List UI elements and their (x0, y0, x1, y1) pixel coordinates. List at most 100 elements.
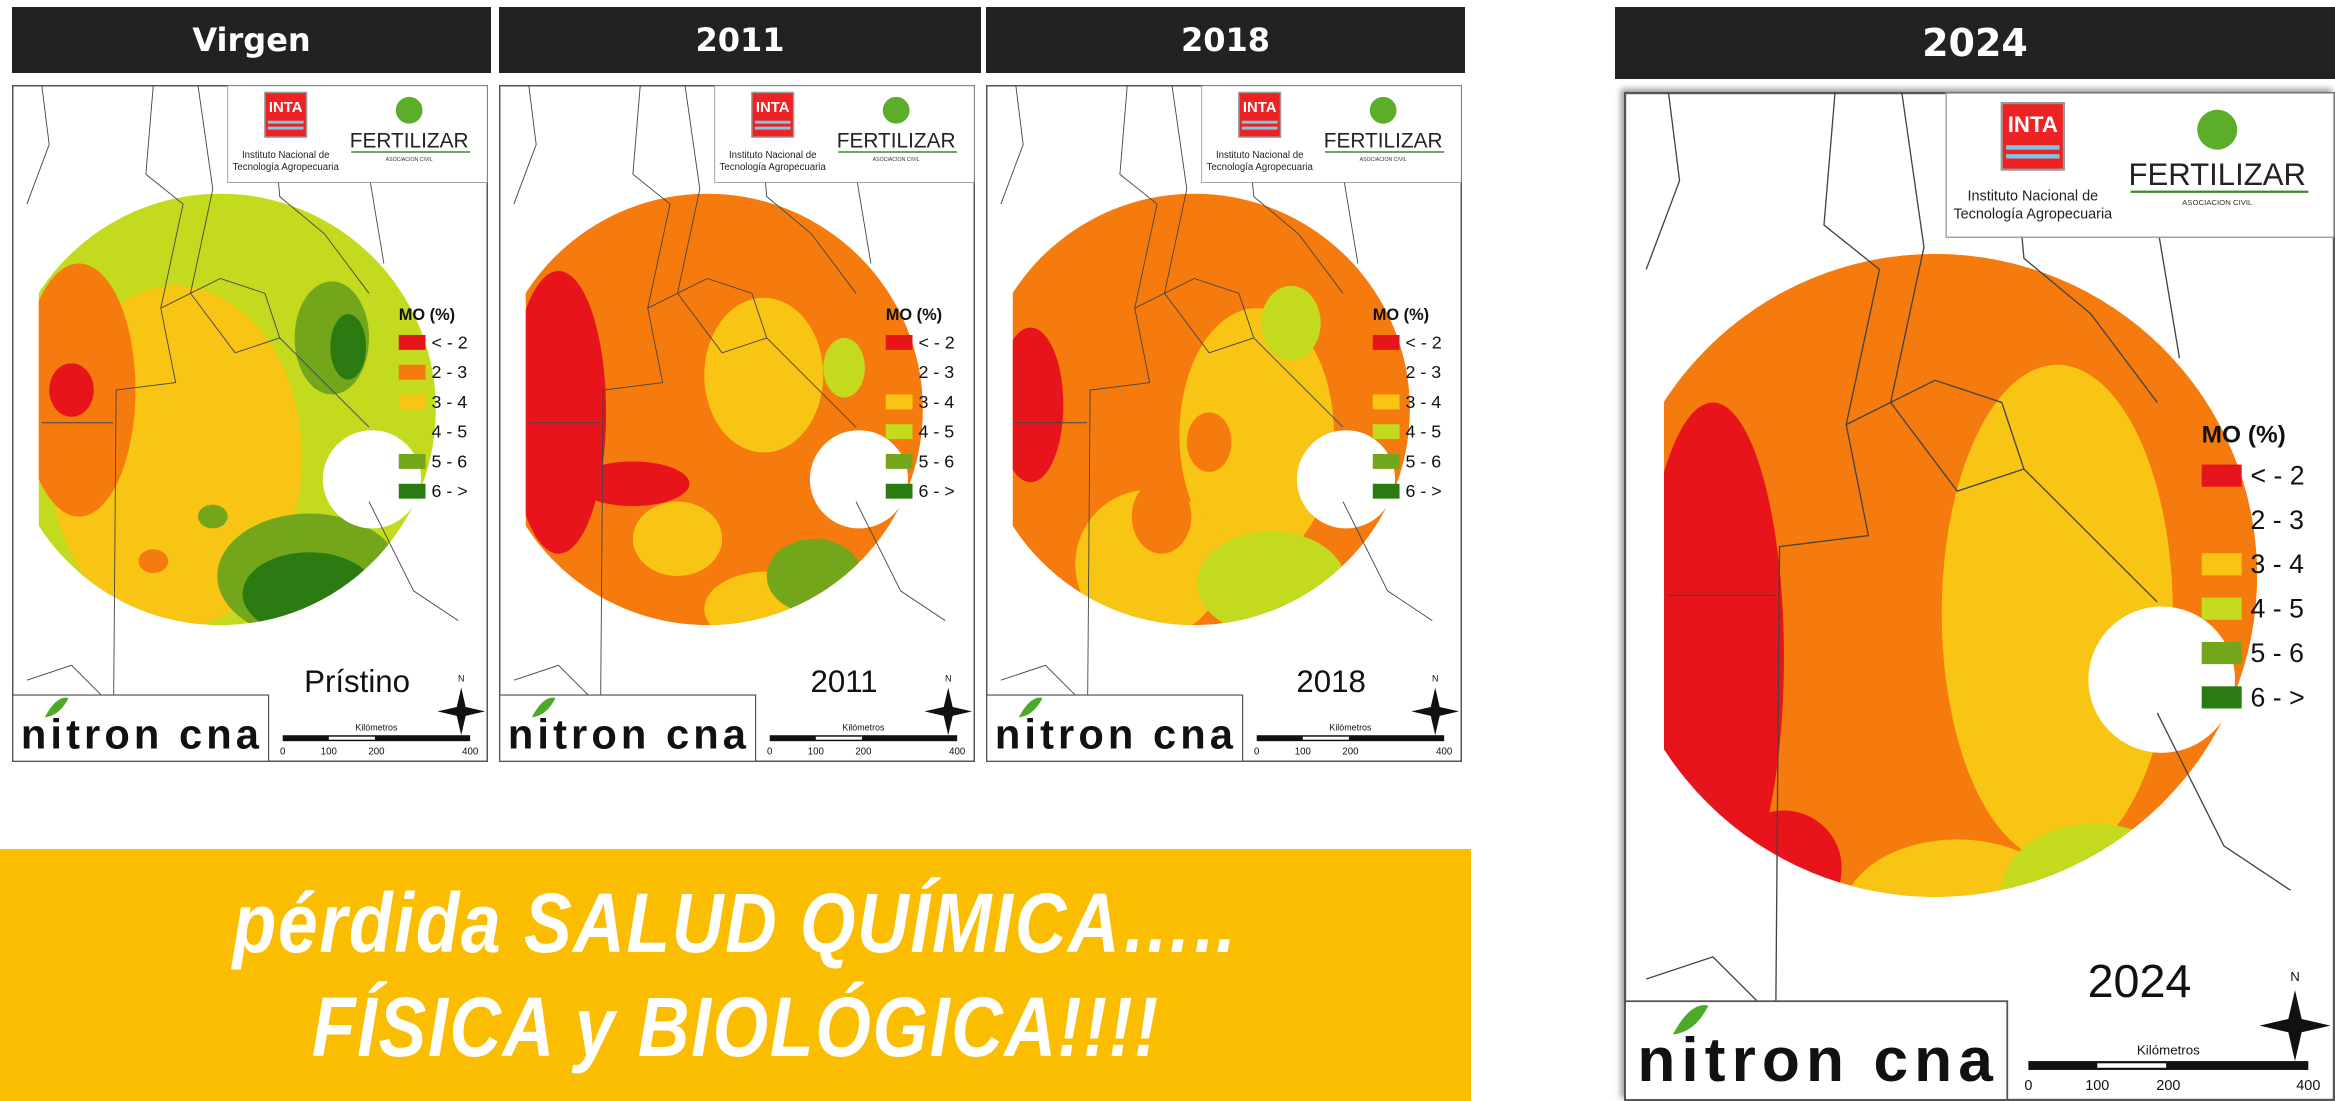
map-label: 2018 (1296, 664, 1365, 699)
map-panel: INTA Instituto Nacional de Tecnología Agro… (499, 85, 975, 762)
zone (632, 501, 723, 577)
inta-text: INTA (269, 100, 303, 116)
fertilizar-ball (882, 96, 910, 124)
bay (809, 430, 909, 529)
institute: Tecnología Agropecuaria (720, 162, 827, 173)
boundary (1845, 379, 2025, 470)
inta-text: INTA (2008, 112, 2058, 137)
panel-header: 2024 (1615, 7, 2335, 79)
boundary (1342, 501, 1433, 622)
legend-swatch (2201, 553, 2242, 576)
zone (1261, 285, 1321, 361)
legend-swatch (2201, 464, 2242, 487)
scale-tick: 0 (767, 747, 772, 758)
boundary (2156, 712, 2291, 891)
asociacion: ASOCIACION CIVIL (873, 157, 920, 163)
zone (1131, 479, 1192, 554)
scale-title: Kilómetros (355, 723, 398, 733)
brand: nitron cna (1637, 1026, 1993, 1095)
asociacion: ASOCIACION CIVIL (2182, 198, 2253, 207)
institute: Instituto Nacional de (1216, 150, 1303, 161)
legend-label: < - 2 (1405, 332, 1441, 352)
soil-zones (525, 193, 923, 626)
legend-label: 5 - 6 (431, 451, 467, 471)
zone (1012, 327, 1064, 483)
legend-label: 4 - 5 (2251, 594, 2304, 624)
asociacion: ASOCIACION CIVIL (1360, 157, 1407, 163)
inta-text: INTA (1243, 100, 1277, 116)
boundary (1164, 85, 1344, 428)
legend-label: 3 - 4 (1405, 392, 1441, 412)
legend-label: 4 - 5 (918, 422, 954, 442)
scale-tick: 100 (321, 747, 337, 758)
inta-text: INTA (756, 100, 790, 116)
asociacion: ASOCIACION CIVIL (386, 157, 433, 163)
legend-swatch (2201, 686, 2242, 709)
north-arrow (924, 687, 973, 736)
boundary (513, 85, 537, 205)
legend-title: MO (%) (886, 306, 942, 324)
zone (138, 549, 169, 574)
scale-tick: 200 (1342, 747, 1358, 758)
legend-swatch (398, 334, 426, 350)
legend-label: 5 - 6 (918, 451, 954, 471)
scale-tick: 200 (368, 747, 384, 758)
banner: pérdida SALUD QUÍMICA….. FÍSICA y BIOLÓG… (0, 849, 1471, 1101)
legend-swatch (2201, 597, 2242, 620)
boundary (190, 85, 370, 428)
bay (2088, 606, 2236, 753)
legend-title: MO (%) (2202, 421, 2286, 448)
map-label: Prístino (304, 664, 410, 699)
zone (525, 193, 923, 626)
banner-line: pérdida SALUD QUÍMICA….. (233, 876, 1238, 970)
legend-label: 3 - 4 (918, 392, 954, 412)
legend-label: 6 - > (431, 481, 467, 501)
zone (823, 337, 865, 398)
scale-seg (328, 736, 375, 740)
scale-tick: 0 (2024, 1078, 2032, 1094)
fertilizar-ball (395, 96, 423, 124)
fertilizar-ball (1369, 96, 1397, 124)
boundary (26, 85, 50, 205)
map-label: 2024 (2088, 955, 2192, 1007)
north-arrow (2259, 990, 2331, 1062)
fertilizar: FERTILIZAR (2129, 157, 2306, 192)
scale-seg (815, 736, 862, 740)
legend-swatch (1372, 394, 1400, 410)
scale-bar (1256, 735, 1445, 742)
soil-map (1012, 193, 1410, 626)
legend-label: < - 2 (918, 332, 954, 352)
legend-label: 4 - 5 (431, 422, 467, 442)
legend-swatch (885, 483, 913, 499)
scale-tick: 400 (1436, 747, 1452, 758)
bay (1296, 430, 1396, 529)
north-label: N (458, 674, 464, 684)
institute: Tecnología Agropecuaria (1207, 162, 1314, 173)
zone (330, 314, 367, 380)
map-label: 2011 (811, 664, 878, 699)
legend-label: 2 - 3 (2251, 505, 2304, 535)
scale-tick: 400 (2296, 1078, 2320, 1094)
scale-seg (1302, 736, 1349, 740)
scale-tick: 400 (949, 747, 965, 758)
map-panel: INTA Instituto Nacional de Tecnología Agro… (12, 85, 488, 762)
soil-map (525, 193, 923, 626)
scale-bar (769, 735, 958, 742)
brand-leaf (1672, 1005, 1709, 1035)
scale-bar (2028, 1061, 2309, 1070)
legend-label: 6 - > (2251, 682, 2305, 712)
legend-swatch (2201, 508, 2242, 532)
institute: Tecnología Agropecuaria (233, 162, 340, 173)
brand-leaf (1018, 697, 1043, 718)
scale-tick: 400 (462, 747, 478, 758)
zone (1179, 308, 1335, 562)
brand-leaf (44, 697, 69, 718)
north-label: N (945, 674, 951, 684)
boundary (1000, 85, 1024, 205)
legend-label: 6 - > (918, 481, 954, 501)
boundary (1889, 92, 2158, 603)
zone (49, 363, 94, 417)
